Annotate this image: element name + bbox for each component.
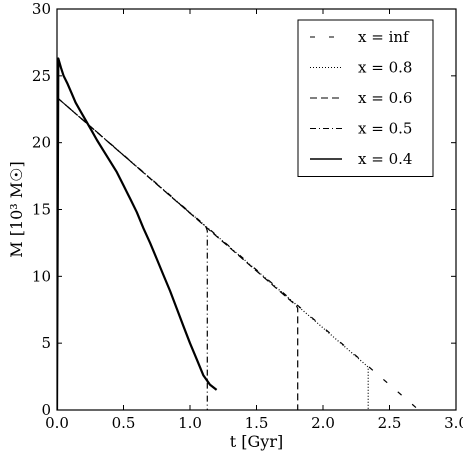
series-line-1 — [57, 97, 420, 410]
legend-entry-label: x = 0.4 — [358, 150, 412, 168]
y-tick-label: 15 — [32, 201, 51, 219]
x-tick-label: 2.0 — [311, 414, 335, 432]
legend-entry-label: x = 0.6 — [358, 89, 412, 107]
y-tick-label: 10 — [32, 267, 51, 285]
x-tick-label: 2.5 — [378, 414, 402, 432]
legend-entry-label: x = 0.5 — [358, 120, 412, 138]
x-tick-label: 0.5 — [112, 414, 136, 432]
ticks-layer: 0.0 0.5 1.0 1.5 2.0 2.5 3.0 0 5 10 15 20 25 30 — [32, 0, 463, 432]
series-line-3 — [57, 97, 299, 410]
legend-entry-label: x = inf — [358, 28, 410, 46]
x-tick-label: 1.5 — [245, 414, 269, 432]
legend-entry-label: x = 0.8 — [358, 59, 412, 77]
y-axis-label: M [10³ M☉] — [7, 161, 26, 258]
y-tick-label: 30 — [32, 0, 51, 18]
y-tick-label: 0 — [41, 401, 51, 419]
x-tick-label: 1.0 — [178, 414, 202, 432]
y-tick-label: 5 — [41, 334, 51, 352]
series-line-5 — [57, 57, 218, 410]
series-line-4 — [57, 97, 208, 410]
x-axis-label: t [Gyr] — [230, 432, 283, 451]
legend-box — [297, 19, 434, 177]
x-tick-label: 0.0 — [45, 414, 69, 432]
y-tick-label: 25 — [32, 67, 51, 85]
series-layer — [57, 57, 420, 410]
legend: x = inf x = 0.8 x = 0.6 x = 0.5 x = 0.4 — [297, 19, 434, 177]
x-tick-label: 3.0 — [444, 414, 463, 432]
y-tick-label: 20 — [32, 134, 51, 152]
